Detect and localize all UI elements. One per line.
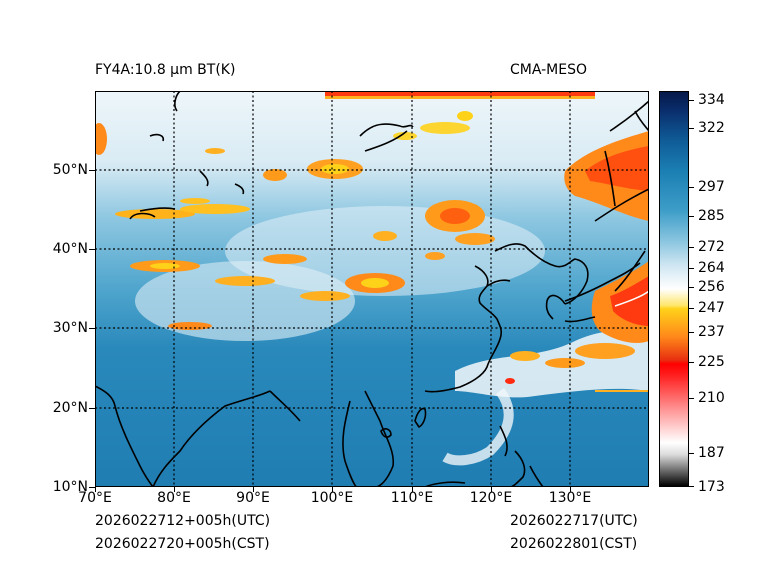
colorbar-label: 256: [698, 279, 725, 295]
lon-label: 130°E: [548, 490, 592, 506]
colorbar-tick: [689, 100, 694, 101]
satellite-map: [95, 91, 649, 487]
product-title: FY4A:10.8 µm BT(K): [95, 62, 236, 78]
lat-label: 10°N: [52, 479, 88, 495]
colorbar-tick: [689, 398, 694, 399]
colorbar-tick: [689, 453, 694, 454]
lon-label: 120°E: [469, 490, 513, 506]
colorbar-tick: [689, 308, 694, 309]
init-time-utc: 2026022712+005h(UTC): [95, 513, 271, 529]
colorbar-tick: [689, 216, 694, 217]
colorbar-label: 210: [698, 390, 725, 406]
colorbar-tick: [689, 362, 694, 363]
x-tick: [253, 487, 254, 492]
colorbar-label: 272: [698, 239, 725, 255]
colorbar-label: 247: [698, 300, 725, 316]
lon-label: 90°E: [236, 490, 270, 506]
x-tick: [491, 487, 492, 492]
y-tick: [89, 170, 95, 171]
y-tick: [89, 408, 95, 409]
y-tick: [89, 487, 95, 488]
lat-label: 50°N: [52, 162, 88, 178]
lon-label: 70°E: [78, 490, 112, 506]
colorbar-tick: [689, 332, 694, 333]
colorbar-label: 264: [698, 260, 725, 276]
valid-time-cst: 2026022801(CST): [510, 536, 638, 552]
colorbar-tick: [689, 247, 694, 248]
colorbar-label: 225: [698, 354, 725, 370]
colorbar-tick: [689, 128, 694, 129]
colorbar: [659, 91, 689, 487]
colorbar-tick: [689, 287, 694, 288]
colorbar-tick: [689, 268, 694, 269]
coastlines: [95, 91, 649, 487]
valid-time-utc: 2026022717(UTC): [510, 513, 638, 529]
colorbar-label: 173: [698, 479, 725, 495]
colorbar-tick: [689, 486, 694, 487]
model-name: CMA-MESO: [510, 62, 588, 78]
x-tick: [95, 487, 96, 492]
colorbar-label: 297: [698, 179, 725, 195]
x-tick: [332, 487, 333, 492]
graticule: [95, 91, 649, 487]
y-tick: [89, 328, 95, 329]
map-svg: [95, 91, 649, 487]
colorbar-label: 237: [698, 324, 725, 340]
lon-label: 100°E: [310, 490, 354, 506]
colorbar-label: 187: [698, 445, 725, 461]
colorbar-label: 322: [698, 120, 725, 136]
colorbar-label: 334: [698, 92, 725, 108]
cold-cloud-patches: [95, 111, 635, 384]
colorbar-label: 285: [698, 208, 725, 224]
x-tick: [174, 487, 175, 492]
lat-label: 20°N: [52, 400, 88, 416]
lat-label: 40°N: [52, 241, 88, 257]
init-time-cst: 2026022720+005h(CST): [95, 536, 270, 552]
lon-label: 110°E: [390, 490, 434, 506]
y-tick: [89, 249, 95, 250]
lon-label: 80°E: [157, 490, 191, 506]
lat-label: 30°N: [52, 320, 88, 336]
colorbar-tick: [689, 187, 694, 188]
x-tick: [570, 487, 571, 492]
x-tick: [412, 487, 413, 492]
